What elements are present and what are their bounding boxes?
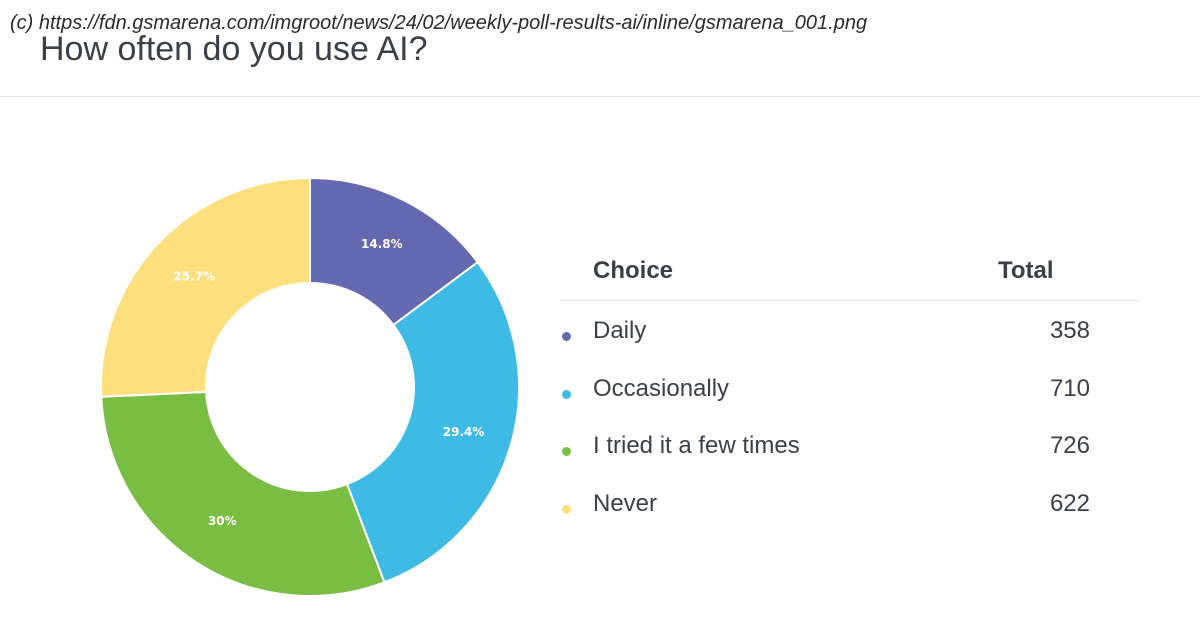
- legend-dot: [562, 389, 571, 399]
- total-header: Total: [998, 257, 1054, 284]
- slice-occasionally: [345, 260, 520, 584]
- donut-chart: 14.8% 29.4% 30% 25.7%: [100, 177, 520, 597]
- legend-label: I tried it a few times: [593, 432, 800, 459]
- legend-label: Never: [593, 489, 658, 517]
- legend-row-daily: Daily 358: [560, 301, 1140, 359]
- slice-label-occasionally: 29.4%: [443, 425, 485, 439]
- slice-never: [100, 177, 311, 398]
- legend-dot: [562, 332, 571, 341]
- slice-tried: [100, 390, 386, 597]
- choice-header: Choice: [593, 257, 674, 284]
- slice-label-tried: 30%: [208, 514, 237, 528]
- slice-label-never: 25.7%: [173, 270, 215, 284]
- legend-label: Occasionally: [593, 374, 730, 402]
- legend-row-occasionally: Occasionally 710: [560, 359, 1140, 417]
- legend-row-never: Never 622: [560, 474, 1140, 532]
- title-divider: [0, 96, 1200, 97]
- legend-header: Choice Total: [560, 245, 1140, 301]
- legend-value: 622: [1049, 489, 1090, 517]
- slice-daily: [309, 177, 480, 327]
- legend-label: Daily: [593, 317, 647, 344]
- legend-table: Choice Total Daily 358 Occasionally 710 …: [560, 245, 1140, 531]
- slice-label-daily: 14.8%: [361, 237, 403, 251]
- chart-title: How often do you use AI?: [40, 30, 428, 68]
- watermark: (c) https://fdn.gsmarena.com/imgroot/new…: [10, 12, 868, 34]
- legend-value: 710: [1049, 374, 1090, 402]
- legend-row-tried: I tried it a few times 726: [560, 416, 1140, 474]
- legend-value: 726: [1049, 432, 1090, 459]
- legend-value: 358: [1049, 317, 1090, 344]
- legend-dot: [562, 447, 571, 456]
- legend-dot: [562, 504, 571, 514]
